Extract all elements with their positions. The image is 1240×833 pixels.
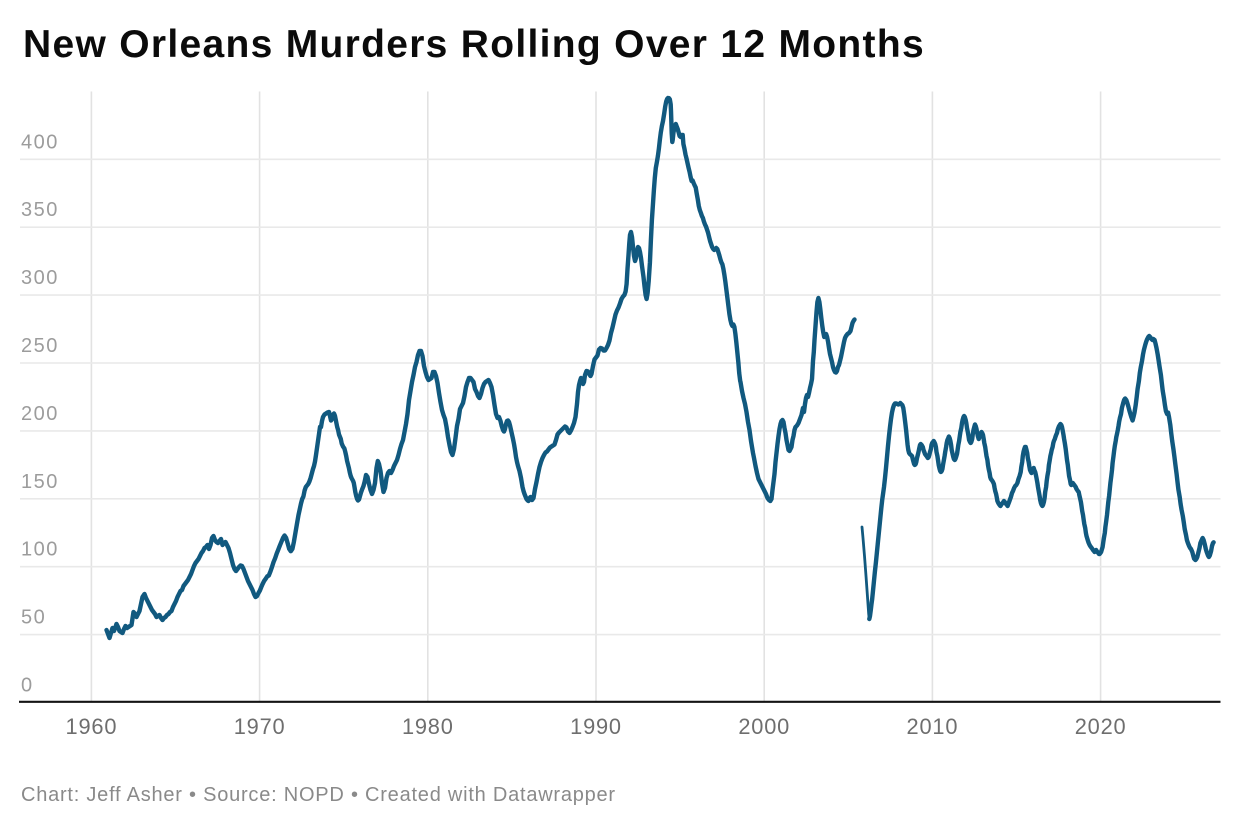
svg-text:2000: 2000 (738, 714, 790, 739)
svg-text:400: 400 (21, 131, 59, 153)
svg-text:50: 50 (21, 607, 46, 629)
svg-text:1990: 1990 (570, 714, 622, 739)
svg-text:0: 0 (21, 675, 34, 697)
svg-text:100: 100 (21, 539, 59, 561)
svg-text:1980: 1980 (402, 714, 454, 739)
svg-text:2010: 2010 (907, 714, 959, 739)
svg-text:1960: 1960 (66, 714, 118, 739)
svg-text:1970: 1970 (234, 714, 286, 739)
svg-text:350: 350 (21, 199, 59, 221)
svg-text:150: 150 (21, 471, 59, 493)
svg-text:200: 200 (21, 403, 59, 425)
svg-text:300: 300 (21, 267, 59, 289)
svg-text:2020: 2020 (1075, 714, 1127, 739)
svg-text:250: 250 (21, 335, 59, 357)
